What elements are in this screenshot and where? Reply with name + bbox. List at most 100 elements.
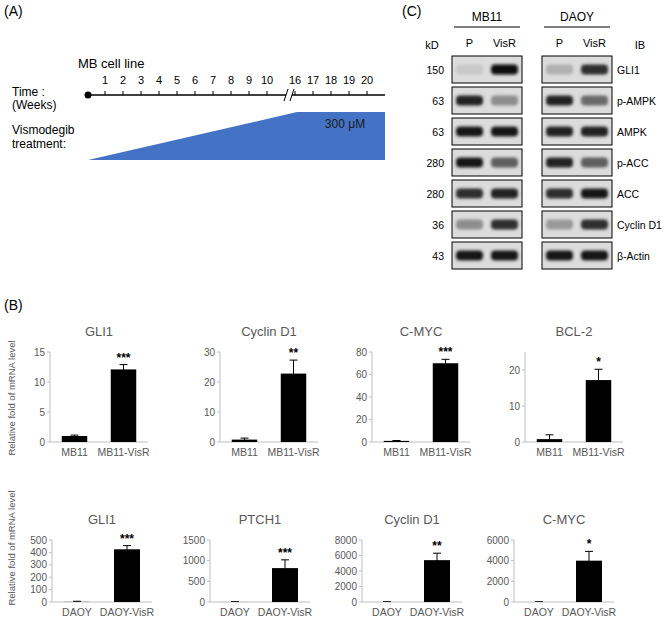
chart-title: C-MYC [543,512,586,527]
x-tick-label: DAOY-VisR [410,606,465,618]
y-tick [207,540,210,541]
x-tick-label: DAOY-VisR [100,606,155,618]
plot-area [232,360,306,442]
y-tick [369,397,372,398]
band [456,251,483,261]
bar [114,549,140,602]
band [456,127,483,137]
error-cap [73,602,81,603]
y-tick-label: 20 [204,377,216,388]
plot-area [526,551,602,602]
band [491,96,518,106]
week-label: 5 [174,74,180,86]
timeline-title: MB cell line [78,56,144,71]
chart-title: GLI1 [85,324,113,339]
kd-value: 280 [426,157,444,169]
error-bar [281,560,289,577]
bar [374,601,400,602]
panel-label: (C) [402,3,421,19]
group-underline [544,27,610,28]
y-tick-label: 5 [39,407,45,418]
y-tick [49,589,52,590]
y-axis [220,352,221,442]
week-label: 6 [192,74,198,86]
band [491,158,518,168]
error-bar [383,601,391,602]
significance: *** [116,351,130,365]
chart-title: BCL-2 [556,324,593,339]
week-tick [331,91,332,95]
week-label: 18 [325,74,337,86]
panel-label: (A) [4,3,23,19]
protein-label: p-AMPK [617,95,656,107]
axis-break [290,89,294,101]
group-underline [454,27,520,28]
x-tick-label: DAOY [62,606,92,618]
error-stem [293,360,294,387]
plot-area [374,553,450,602]
y-tick [369,442,372,443]
error-cap [241,441,249,442]
x-tick-label: MB11 [61,446,88,458]
y-tick-label: 30 [204,347,216,358]
band [581,220,608,230]
band [491,251,518,261]
y-tick [369,352,372,353]
protein-label: AMPK [617,126,647,138]
y-tick-label: 0 [514,437,520,448]
chart-title: PTCH1 [239,512,282,527]
x-tick-label: DAOY [524,606,554,618]
significance: *** [438,345,452,359]
bar-chart: BCL-201020MB11MB11-VisR* [509,324,625,458]
error-stem [123,365,124,375]
y-tick [217,442,220,443]
error-cap [281,576,289,577]
error-cap [393,440,401,441]
y-tick-label: 10 [204,407,216,418]
kd-value: 63 [432,126,444,138]
y-tick [359,586,362,587]
y-tick [49,577,52,578]
x-tick-label: MB11-VisR [267,446,320,458]
error-cap [546,434,554,435]
error-cap [123,553,131,554]
y-tick-label: 6000 [487,535,510,546]
error-stem [127,546,128,553]
error-cap [535,602,543,603]
ib-header: IB [635,39,645,51]
timeline-start [85,92,92,99]
x-tick-label: DAOY-VisR [258,606,313,618]
bar-chart: C-MYC0200040006000DAOYDAOY-VisR* [487,512,617,618]
y-tick [359,602,362,603]
protein-label: Cyclin D1 [617,219,662,231]
error-stem [549,435,550,442]
y-tick-label: 0 [39,437,45,448]
error-stem [285,560,286,577]
kd-value: 150 [426,64,444,76]
time-label: (Weeks) [12,98,56,112]
bar-chart: C-MYC020406080MB11MB11-VisR*** [356,324,472,458]
chart-title: Cyclin D1 [384,512,440,527]
chart-title: GLI1 [88,512,116,527]
week-tick [349,91,350,95]
y-axis [525,352,526,442]
y-tick [47,412,50,413]
error-cap [393,441,401,442]
timeline-axis [88,94,385,96]
week-tick [295,91,296,95]
plot-area [222,560,298,602]
y-tick [511,540,514,541]
blot-strip [542,56,612,83]
week-tick [367,91,368,95]
error-cap [383,602,391,603]
y-tick-label: 15 [34,347,46,358]
x-tick-label: DAOY [372,606,402,618]
band [581,158,608,168]
time-label: Time : [12,85,45,99]
y-tick-label: 200 [30,572,47,583]
bar [111,369,136,442]
y-tick [522,370,525,371]
x-tick-label: DAOY-VisR [562,606,617,618]
error-bar [595,369,603,391]
y-tick-label: 20 [356,414,368,425]
